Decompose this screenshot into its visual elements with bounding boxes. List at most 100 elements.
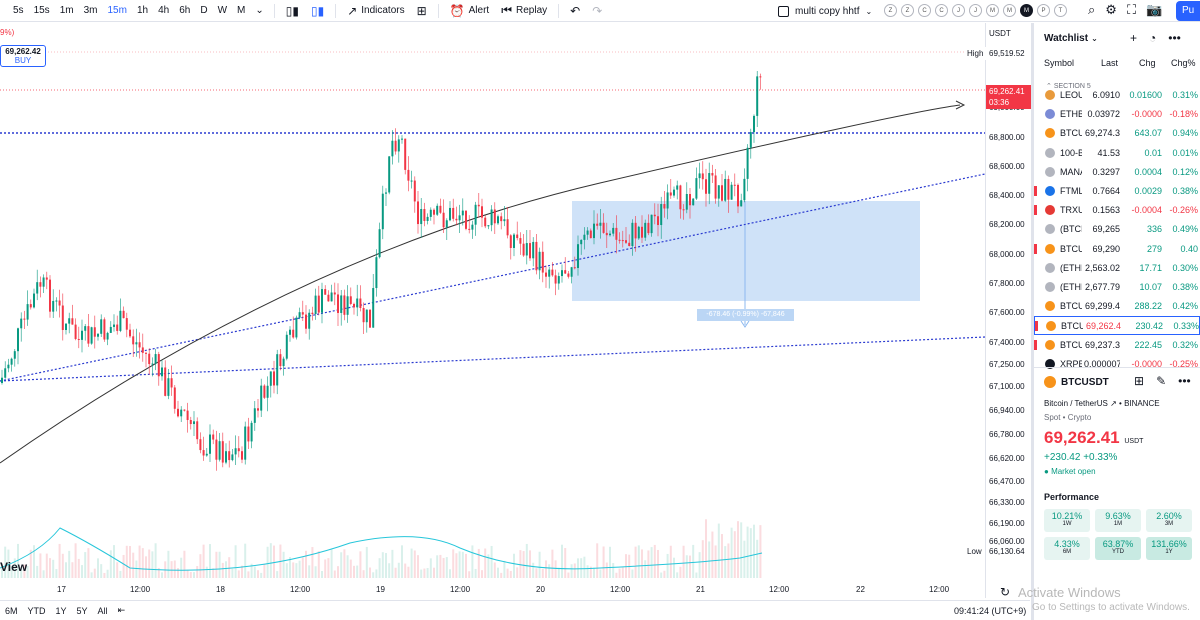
timeframe-4h[interactable]: 4h	[158, 4, 170, 16]
undo-button[interactable]: ↶	[564, 0, 586, 22]
gear-icon[interactable]: ⚙	[1105, 2, 1117, 17]
volume-bar	[685, 555, 688, 578]
flag-icon[interactable]	[1034, 186, 1037, 196]
timeframe-w[interactable]: W	[217, 4, 228, 16]
watchlist-row[interactable]: XRPB 0.000007 -0.0000 -0.25%	[1034, 355, 1200, 374]
watchlist-row[interactable]: BTCU 69,274.3 643.07 0.94%	[1034, 124, 1200, 143]
quick-search-icon[interactable]: ⌕	[1088, 2, 1096, 17]
fullscreen-icon[interactable]: ⛶	[1126, 2, 1137, 17]
performance-cell[interactable]: 10.21% 1W	[1044, 509, 1090, 532]
column-last[interactable]: Last	[1101, 58, 1119, 68]
range-6m[interactable]: 6M	[5, 605, 18, 616]
currency-label[interactable]: USDT	[989, 29, 1011, 38]
watchlist-row[interactable]: (BTCI 69,265 336 0.49%	[1034, 220, 1200, 239]
flag-icon[interactable]	[1034, 205, 1037, 216]
candle-body	[343, 295, 346, 315]
watchlist-row[interactable]: MANA 0.3297 0.0004 0.12%	[1034, 163, 1200, 182]
alert-button[interactable]: ⏰ Alert	[444, 0, 496, 22]
watchlist-row[interactable]: TRXU 0.1563 -0.0004 -0.26%	[1034, 201, 1200, 220]
indicators-button[interactable]: ↗ Indicators	[341, 0, 410, 22]
candle-body	[10, 358, 13, 365]
watchlist-row[interactable]: BTCU 69,237.3 222.45 0.32%	[1034, 336, 1200, 355]
timeframe-d[interactable]: D	[200, 4, 208, 16]
timeframe-15m[interactable]: 15m	[107, 4, 127, 16]
buy-order-box[interactable]: 69,262.42 BUY	[0, 45, 46, 67]
watchlist-row[interactable]: BTCU 69,299.4 288.22 0.42%	[1034, 297, 1200, 316]
layout-slot-8[interactable]: M	[1020, 4, 1033, 17]
details-symbol-button[interactable]: BTCUSDT	[1044, 376, 1109, 388]
performance-cell[interactable]: 9.63% 1M	[1095, 509, 1141, 532]
performance-cell[interactable]: 63.87% YTD	[1095, 537, 1141, 560]
performance-cell[interactable]: 4.33% 6M	[1044, 537, 1090, 560]
column-chg[interactable]: Chg	[1139, 58, 1156, 68]
timeframe-6h[interactable]: 6h	[179, 4, 191, 16]
more-icon[interactable]: •••	[1178, 374, 1191, 388]
edit-icon[interactable]: ✎	[1156, 374, 1167, 388]
performance-cell[interactable]: 131.66% 1Y	[1146, 537, 1192, 560]
add-symbol-icon[interactable]: +	[1130, 31, 1138, 45]
timeframe-1m[interactable]: 1m	[59, 4, 74, 16]
layout-slot-3[interactable]: C	[935, 4, 948, 17]
publish-button[interactable]: Pu	[1176, 1, 1200, 21]
layout-slot-7[interactable]: M	[1003, 4, 1016, 17]
layout-checkbox[interactable]	[778, 5, 789, 17]
range-ytd[interactable]: YTD	[27, 605, 46, 616]
range-5y[interactable]: 5Y	[76, 605, 88, 616]
watchlist-row[interactable]: BTCU 69,262.4 230.42 0.33%	[1034, 316, 1200, 336]
more-icon[interactable]: •••	[1168, 31, 1181, 45]
external-link-icon[interactable]: ↗ •	[1110, 399, 1125, 408]
watchlist-row[interactable]: FTML 0.7664 0.0029 0.38%	[1034, 182, 1200, 201]
watchlist-row[interactable]: (ETHI 2,563.02 17.71 0.30%	[1034, 259, 1200, 278]
time-axis[interactable]: 17 12:00 18 12:00 19 12:00 20 12:00 21 12:00 22 12:…	[0, 580, 985, 598]
price-axis[interactable]: USDT 69,400.0069,000.0068,800.0068,600.0…	[964, 23, 1031, 598]
range-all[interactable]: All	[97, 605, 108, 616]
layout-slot-4[interactable]: J	[952, 4, 965, 17]
chart-type-button[interactable]: ▯▮	[280, 0, 305, 22]
flag-icon[interactable]	[1035, 321, 1038, 332]
watchlist-row[interactable]: LEOU 6.0910 0.01600 0.31%	[1034, 86, 1200, 105]
camera-icon[interactable]: 📷	[1146, 2, 1163, 17]
templates-button[interactable]: ⊞	[411, 0, 433, 22]
date-range-icon[interactable]: ⇤	[117, 605, 126, 615]
flag-icon[interactable]	[1034, 243, 1037, 254]
timeframe-5s[interactable]: 5s	[13, 4, 24, 16]
grid-icon[interactable]: ⊞	[1134, 374, 1145, 388]
magnet-icon[interactable]: ↻	[1000, 585, 1011, 599]
range-1y[interactable]: 1Y	[55, 605, 67, 616]
timeframe-15s[interactable]: 15s	[33, 4, 50, 16]
section-header[interactable]: ⌃ SECTION 5	[1046, 82, 1091, 90]
redo-button[interactable]: ↷	[586, 0, 608, 22]
layout-slot-5[interactable]: J	[969, 4, 982, 17]
chart-canvas[interactable]	[0, 23, 1030, 598]
row-last: 0.000007	[1084, 358, 1120, 369]
column-symbol[interactable]: Symbol	[1044, 58, 1075, 68]
timeframe-3m[interactable]: 3m	[83, 4, 98, 16]
advanced-view-icon[interactable]: ◔	[1149, 31, 1157, 45]
layout-slot-6[interactable]: M	[986, 4, 999, 17]
clock[interactable]: 09:41:24 (UTC+9)	[954, 606, 1027, 616]
layout-slot-10[interactable]: T	[1054, 4, 1067, 17]
candle-body	[97, 333, 99, 337]
watchlist-row[interactable]: (ETHI 2,677.79 10.07 0.38%	[1034, 278, 1200, 297]
bar-style-button[interactable]: ▯▮	[305, 0, 330, 22]
layout-slot-9[interactable]: P	[1037, 4, 1050, 17]
layout-slot-1[interactable]: Z	[901, 4, 914, 17]
watchlist-row[interactable]: ETHB 0.03972 -0.0000 -0.18%	[1034, 105, 1200, 124]
price-chart[interactable]	[0, 23, 985, 598]
timeframe-dropdown-icon[interactable]: ⌄	[255, 4, 264, 16]
timeframe-1h[interactable]: 1h	[136, 4, 149, 16]
layout-slot-0[interactable]: Z	[884, 4, 897, 17]
timeframe-m[interactable]: M	[237, 4, 246, 16]
flag-icon[interactable]	[1034, 339, 1037, 350]
layout-slot-2[interactable]: C	[918, 4, 931, 17]
volume-bar	[20, 567, 23, 578]
watchlist-title-button[interactable]: Watchlist ⌄	[1044, 33, 1098, 44]
layout-selector[interactable]: multi copy hhtf ⌄	[778, 0, 872, 22]
details-name[interactable]: Bitcoin / TetherUS	[1044, 399, 1108, 408]
column-chgp[interactable]: Chg%	[1171, 58, 1196, 68]
performance-cell[interactable]: 2.60% 3M	[1146, 509, 1192, 532]
replay-button[interactable]: ⏮ Replay	[495, 0, 553, 22]
performance-value: 9.63%	[1105, 511, 1131, 521]
watchlist-row[interactable]: BTCU 69,290 279 0.40	[1034, 240, 1200, 259]
watchlist-row[interactable]: 100-B 41.53 0.01 0.01%	[1034, 144, 1200, 163]
